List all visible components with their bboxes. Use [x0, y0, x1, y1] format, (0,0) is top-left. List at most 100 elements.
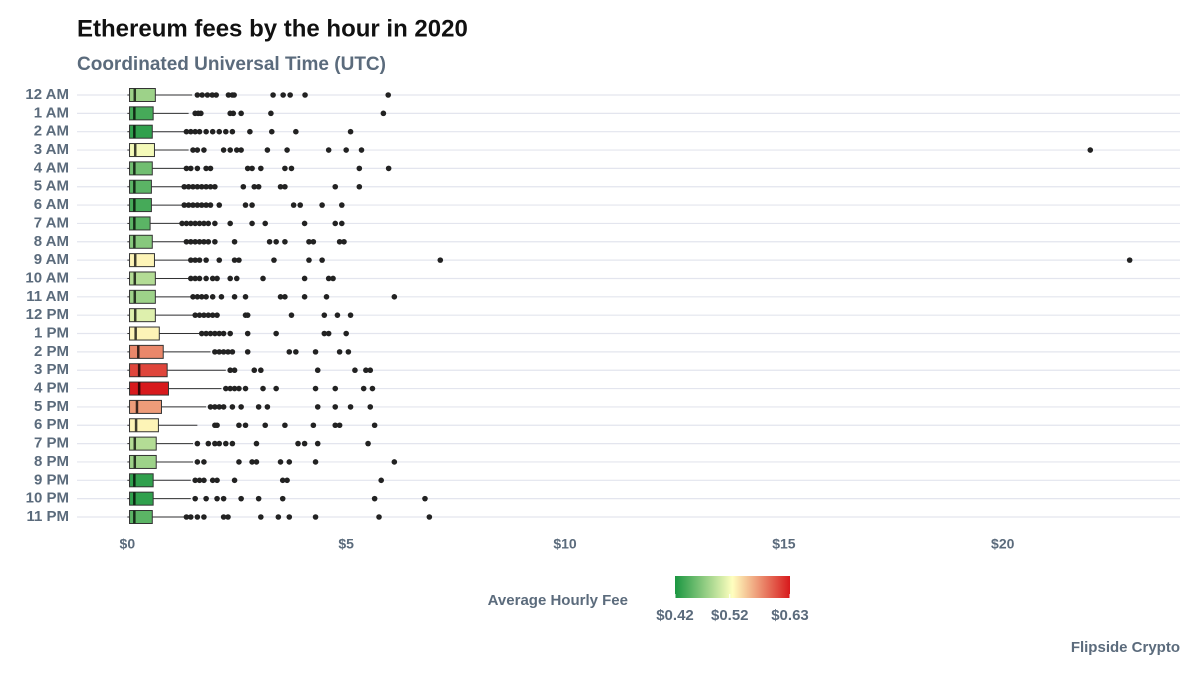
outlier: [216, 330, 223, 337]
x-tick-label: $0: [120, 536, 136, 552]
outlier: [253, 440, 260, 447]
outlier: [212, 404, 218, 410]
outlier: [244, 349, 251, 355]
outlier: [207, 404, 214, 410]
outlier: [230, 110, 237, 117]
outlier: [216, 440, 223, 447]
outlier: [179, 220, 185, 227]
outlier: [260, 275, 266, 282]
outlier: [367, 404, 374, 410]
outlier: [183, 128, 190, 135]
outlier: [242, 385, 249, 392]
y-tick-label: 2 PM: [34, 343, 69, 360]
outlier: [229, 349, 236, 355]
outlier: [312, 349, 319, 355]
outlier: [287, 92, 293, 98]
outlier: [371, 495, 378, 502]
outlier: [209, 128, 216, 135]
outlier: [321, 312, 328, 318]
outlier: [360, 385, 367, 392]
outlier: [196, 477, 203, 484]
outlier: [249, 220, 255, 227]
box: [129, 363, 168, 378]
outlier: [356, 165, 363, 172]
outlier: [201, 220, 207, 227]
outlier: [183, 220, 190, 227]
outlier: [192, 128, 198, 135]
outlier: [229, 128, 236, 135]
outlier: [270, 92, 276, 98]
outlier: [347, 312, 354, 318]
outlier: [332, 183, 339, 190]
outlier: [286, 459, 293, 465]
outlier: [297, 202, 304, 208]
outlier: [233, 275, 240, 282]
outlier: [203, 495, 209, 502]
outlier: [198, 294, 205, 300]
outlier: [203, 275, 209, 282]
outlier: [203, 183, 209, 190]
outlier: [301, 220, 308, 227]
color-tick-label: $0.52: [711, 607, 749, 624]
outlier: [196, 128, 203, 135]
outlier: [339, 202, 345, 208]
outlier: [214, 422, 220, 429]
outlier: [1087, 147, 1094, 153]
outlier: [183, 238, 190, 245]
outlier: [198, 183, 205, 190]
outlier: [185, 183, 192, 190]
outlier: [325, 147, 332, 153]
outlier: [319, 257, 325, 263]
y-tick-label: 6 PM: [34, 416, 69, 433]
outlier: [310, 422, 317, 429]
box: [129, 88, 156, 102]
outlier: [194, 294, 201, 300]
y-tick-label: 7 AM: [34, 214, 69, 231]
outlier: [196, 275, 203, 282]
outlier: [192, 477, 198, 484]
outlier: [201, 514, 207, 520]
outlier: [181, 202, 188, 208]
outlier: [188, 220, 194, 227]
box: [129, 198, 152, 213]
outlier: [275, 514, 282, 520]
y-tick-label: 10 PM: [26, 490, 69, 507]
outlier: [201, 238, 207, 245]
outlier: [310, 238, 317, 245]
outlier: [282, 183, 288, 190]
box: [129, 510, 153, 524]
outlier: [251, 367, 258, 374]
outlier: [293, 349, 299, 355]
outlier: [190, 183, 196, 190]
outlier: [223, 440, 229, 447]
outlier: [385, 165, 392, 172]
outlier: [190, 202, 196, 208]
outlier: [264, 404, 271, 410]
outlier: [216, 404, 223, 410]
outlier: [214, 312, 220, 318]
outlier: [280, 92, 286, 98]
outlier: [255, 404, 262, 410]
outlier: [227, 147, 233, 153]
outlier: [212, 440, 218, 447]
outlier: [380, 110, 387, 117]
y-tick-label: 7 PM: [34, 435, 69, 452]
outlier: [201, 147, 207, 153]
outlier: [201, 477, 207, 484]
outlier: [262, 422, 269, 429]
box: [129, 418, 159, 433]
y-tick-label: 4 PM: [34, 380, 69, 397]
outlier: [367, 367, 374, 374]
outlier: [209, 477, 216, 484]
outlier: [341, 238, 347, 245]
outlier: [284, 477, 290, 484]
outlier: [216, 202, 223, 208]
outlier: [203, 128, 209, 135]
outlier: [229, 404, 236, 410]
outlier: [422, 495, 428, 502]
x-tick-label: $20: [991, 536, 1015, 552]
outlier: [220, 349, 227, 355]
outlier: [293, 128, 299, 135]
outlier: [214, 477, 220, 484]
